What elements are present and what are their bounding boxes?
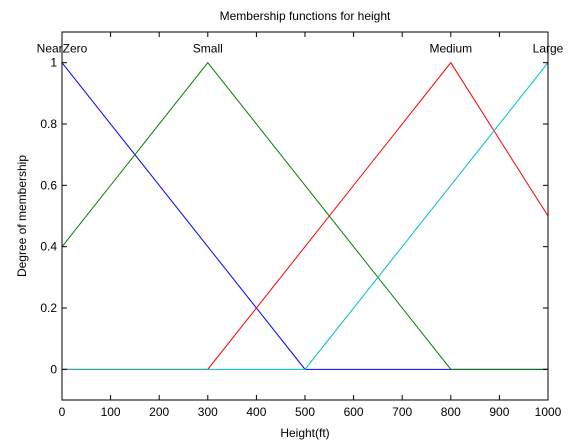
y-tick-label: 0.8 [40,117,57,131]
x-tick-label: 900 [489,405,509,419]
y-tick-label: 0 [50,362,57,376]
x-tick-label: 800 [441,405,461,419]
y-axis-label: Degree of membership [15,155,29,277]
x-tick-label: 300 [198,405,218,419]
x-tick-label: 1000 [535,405,562,419]
x-tick-label: 500 [295,405,315,419]
mf-label-large: Large [533,42,564,56]
x-tick-label: 100 [101,405,121,419]
x-tick-label: 0 [59,405,66,419]
series-layer [61,61,549,370]
x-axis-label: Height(ft) [280,426,329,440]
x-tick-label: 700 [392,405,412,419]
y-tick-label: 0.6 [40,178,57,192]
mf-label-medium: Medium [429,42,472,56]
mf-label-nearzero: NearZero [37,42,88,56]
membership-labels: NearZero Small Medium Large [37,42,564,56]
x-tick-label: 400 [246,405,266,419]
y-axis-ticks: 0 0.2 0.4 0.6 0.8 1 [40,56,548,376]
mf-label-small: Small [193,42,223,56]
y-tick-label: 0.2 [40,301,57,315]
y-tick-label: 0.4 [40,240,57,254]
y-tick-label: 1 [50,56,57,70]
x-axis-ticks: 0 100 200 300 400 500 600 700 800 900 1000 [59,32,562,419]
x-tick-label: 200 [149,405,169,419]
x-tick-label: 600 [344,405,364,419]
series-line-large [62,62,549,370]
chart-title: Membership functions for height [220,9,391,23]
